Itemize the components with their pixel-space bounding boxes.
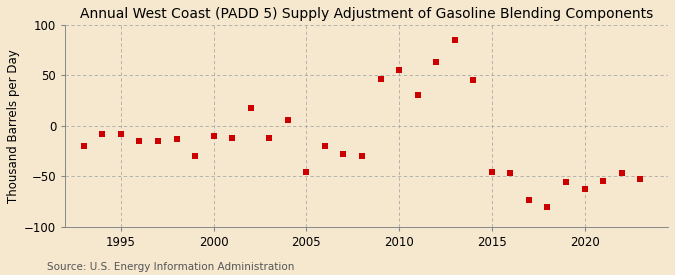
Point [412,92,423,97]
Point [338,152,349,156]
Point [153,139,163,143]
Point [319,144,330,148]
Point [375,77,386,82]
Text: Source: U.S. Energy Information Administration: Source: U.S. Energy Information Administ… [47,262,294,272]
Title: Annual West Coast (PADD 5) Supply Adjustment of Gasoline Blending Components: Annual West Coast (PADD 5) Supply Adjust… [80,7,653,21]
Point [431,60,441,64]
Point [524,197,535,202]
Point [282,118,293,122]
Point [450,38,460,42]
Point [616,171,627,175]
Point [634,177,645,182]
Point [542,204,553,209]
Point [468,78,479,82]
Point [505,171,516,175]
Y-axis label: Thousand Barrels per Day: Thousand Barrels per Day [7,49,20,203]
Point [487,170,497,174]
Point [579,187,590,192]
Point [78,144,89,148]
Point [134,139,145,143]
Point [245,106,256,110]
Point [97,132,108,136]
Point [190,154,200,158]
Point [301,170,312,174]
Point [209,134,219,138]
Point [227,136,238,140]
Point [561,180,572,185]
Point [264,136,275,140]
Point [171,137,182,141]
Point [598,179,609,183]
Point [115,132,126,136]
Point [394,68,404,73]
Point [356,154,367,158]
